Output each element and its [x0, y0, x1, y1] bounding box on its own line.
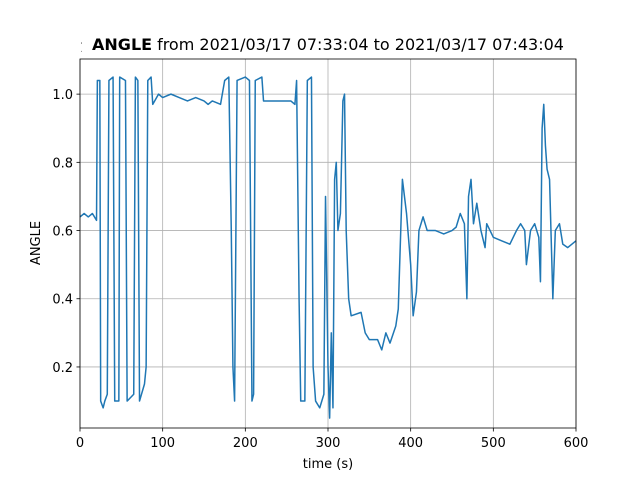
- data-line: [79, 76, 577, 419]
- title-bold: ANGLE: [92, 35, 152, 54]
- title-backdrop: [82, 36, 144, 52]
- x-tick-label: 600: [564, 436, 589, 451]
- y-tick-label: 0.6: [52, 225, 73, 240]
- x-axis-label: time (s): [303, 457, 353, 472]
- y-tick-label: 0.2: [52, 361, 73, 376]
- y-tick-label: 0.8: [52, 156, 73, 171]
- y-tick-label: 0.4: [52, 293, 73, 308]
- x-tick-label: 500: [481, 436, 506, 451]
- plot-frame: [79, 58, 577, 429]
- chart-title: ANGLE from 2021/03/17 07:33:04 to 2021/03…: [92, 35, 564, 54]
- x-tick-label: 0: [76, 436, 84, 451]
- x-tick-label: 100: [150, 436, 175, 451]
- y-axis-label: ANGLE: [29, 221, 44, 265]
- title-rest: from 2021/03/17 07:33:04 to 2021/03/17 0…: [157, 35, 564, 54]
- x-tick-label: 400: [398, 436, 423, 451]
- y-tick-label: 1.0: [52, 88, 73, 103]
- x-tick-label: 200: [233, 436, 258, 451]
- x-tick-label: 300: [316, 436, 341, 451]
